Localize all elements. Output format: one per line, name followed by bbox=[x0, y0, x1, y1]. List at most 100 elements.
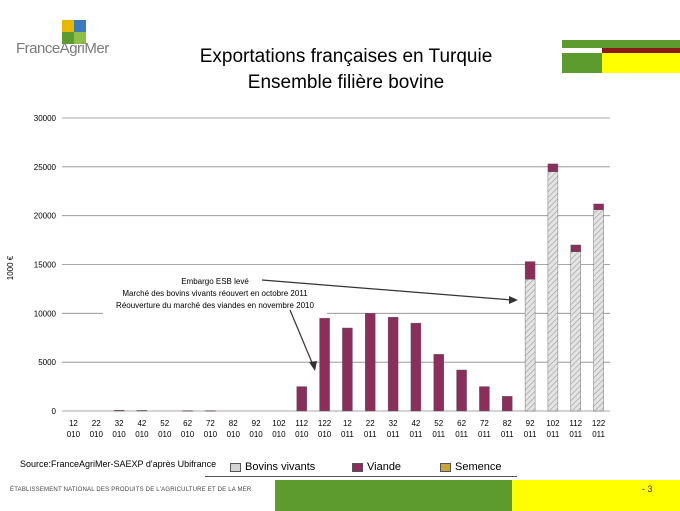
x-tick-label-bottom: 010 bbox=[181, 430, 195, 439]
x-tick-label-bottom: 011 bbox=[592, 430, 605, 439]
brand-color-bars bbox=[562, 40, 680, 73]
y-tick-label: 5000 bbox=[38, 358, 56, 367]
x-tick-label-top: 102 bbox=[272, 419, 286, 428]
y-axis-label: 1000 € bbox=[6, 255, 15, 280]
x-tick-label-bottom: 011 bbox=[364, 430, 377, 439]
legend-swatch-semence bbox=[440, 462, 451, 472]
x-tick-label-top: 102 bbox=[546, 419, 560, 428]
x-tick-label-bottom: 010 bbox=[158, 430, 172, 439]
x-tick-label-top: 42 bbox=[137, 419, 146, 428]
bar-viande bbox=[205, 410, 216, 412]
x-tick-label-top: 12 bbox=[343, 419, 352, 428]
footer-yellow-band bbox=[512, 480, 680, 511]
x-tick-label-bottom: 010 bbox=[249, 430, 263, 439]
bar-viande bbox=[136, 410, 148, 412]
bar-bovins-vivants bbox=[593, 209, 604, 412]
x-tick-label-bottom: 011 bbox=[478, 430, 491, 439]
annotation-arrow-right bbox=[261, 279, 513, 301]
x-tick-label-bottom: 010 bbox=[318, 430, 332, 439]
x-tick-label-top: 112 bbox=[295, 419, 308, 428]
x-tick-label-top: 22 bbox=[92, 419, 101, 428]
x-tick-label-bottom: 011 bbox=[547, 430, 560, 439]
legend-divider bbox=[205, 476, 517, 477]
legend-swatch-viande bbox=[352, 462, 363, 472]
bar-viande bbox=[182, 410, 193, 412]
annotation-line-3: Réouverture du marché des viandes en nov… bbox=[116, 301, 314, 310]
x-tick-label-bottom: 010 bbox=[90, 430, 104, 439]
bar-viande bbox=[365, 313, 376, 412]
bar-viande bbox=[502, 396, 513, 412]
x-tick-label-top: 92 bbox=[526, 419, 535, 428]
bar-viande bbox=[570, 244, 581, 253]
bar-bovins-vivants bbox=[547, 171, 559, 412]
annotation-line-2: Marché des bovins vivants réouvert en oc… bbox=[122, 289, 308, 298]
title-line-1: Exportations françaises en Turquie bbox=[199, 46, 493, 67]
bar-bovins-vivants bbox=[570, 251, 581, 412]
x-tick-label-bottom: 010 bbox=[227, 430, 241, 439]
x-tick-label-top: 112 bbox=[569, 419, 582, 428]
footer-green-band bbox=[275, 480, 512, 511]
annotation-line-1: Embargo ESB levé bbox=[181, 277, 249, 286]
legend-bovins-vivants: Bovins vivants bbox=[230, 461, 315, 473]
y-tick-label: 25000 bbox=[34, 163, 57, 172]
x-tick-label-top: 22 bbox=[366, 419, 375, 428]
x-tick-label-bottom: 011 bbox=[569, 430, 582, 439]
x-tick-label-bottom: 010 bbox=[135, 430, 149, 439]
bar-viande bbox=[547, 163, 559, 172]
logo-mark-icon bbox=[62, 20, 86, 44]
x-tick-label-top: 12 bbox=[69, 419, 78, 428]
x-tick-label-bottom: 011 bbox=[410, 430, 423, 439]
y-tick-label: 20000 bbox=[34, 212, 57, 221]
x-tick-label-bottom: 011 bbox=[501, 430, 514, 439]
bar-viande bbox=[296, 386, 307, 412]
x-tick-label-top: 72 bbox=[480, 419, 489, 428]
bar-viande bbox=[593, 203, 604, 211]
x-tick-label-bottom: 010 bbox=[67, 430, 81, 439]
y-tick-label: 0 bbox=[52, 407, 57, 416]
x-tick-label-top: 32 bbox=[115, 419, 124, 428]
x-tick-label-top: 62 bbox=[183, 419, 192, 428]
x-tick-label-bottom: 010 bbox=[112, 430, 126, 439]
bar-viande bbox=[410, 322, 422, 412]
x-tick-label-bottom: 011 bbox=[341, 430, 354, 439]
x-tick-label-top: 122 bbox=[318, 419, 332, 428]
x-tick-label-bottom: 011 bbox=[432, 430, 445, 439]
x-tick-label-bottom: 010 bbox=[295, 430, 309, 439]
legend-label-viande: Viande bbox=[367, 461, 402, 473]
x-tick-label-bottom: 010 bbox=[272, 430, 286, 439]
x-tick-label-bottom: 011 bbox=[455, 430, 468, 439]
bar-viande bbox=[319, 318, 330, 412]
y-tick-label: 15000 bbox=[34, 261, 57, 270]
bar-bovins-vivants bbox=[524, 278, 536, 412]
bar-viande bbox=[456, 369, 467, 412]
x-tick-label-top: 82 bbox=[229, 419, 238, 428]
chart-legend: Bovins vivants Viande Semence bbox=[228, 460, 518, 476]
legend-viande: Viande bbox=[352, 461, 401, 473]
source-note: Source:FranceAgriMer-SAEXP d'après Ubifr… bbox=[20, 459, 217, 469]
x-tick-label-bottom: 011 bbox=[524, 430, 537, 439]
footer-text: ÉTABLISSEMENT NATIONAL DES PRODUITS DE L… bbox=[10, 487, 252, 493]
franceagrimer-logo: FranceAgriMer bbox=[16, 18, 136, 66]
bar-viande bbox=[342, 327, 353, 412]
legend-label-bovins: Bovins vivants bbox=[245, 461, 316, 473]
x-tick-label-bottom: 011 bbox=[387, 430, 400, 439]
x-tick-label-top: 32 bbox=[389, 419, 398, 428]
bar-viande bbox=[113, 410, 125, 412]
bar-viande bbox=[433, 354, 444, 412]
x-tick-label-top: 72 bbox=[206, 419, 215, 428]
annotation-arrow-down bbox=[289, 309, 314, 366]
annotation-arrowhead-right bbox=[509, 296, 518, 304]
y-tick-label: 30000 bbox=[34, 114, 57, 123]
bar-viande bbox=[387, 317, 399, 412]
x-tick-label-top: 62 bbox=[457, 419, 466, 428]
title-line-2: Ensemble filière bovine bbox=[247, 72, 445, 93]
bar-viande bbox=[479, 386, 490, 412]
x-tick-label-top: 82 bbox=[503, 419, 512, 428]
logo-text: FranceAgriMer bbox=[16, 40, 109, 57]
bar-viande bbox=[524, 261, 536, 280]
x-tick-label-top: 52 bbox=[160, 419, 169, 428]
x-tick-label-top: 42 bbox=[411, 419, 420, 428]
legend-semence: Semence bbox=[440, 461, 501, 473]
bar-chart: 0 5000 10000 15000 20000 25000 30000 12 010 22 01… bbox=[6, 114, 610, 439]
chart-title: Exportations françaises en Turquie Ensem… bbox=[150, 44, 542, 96]
